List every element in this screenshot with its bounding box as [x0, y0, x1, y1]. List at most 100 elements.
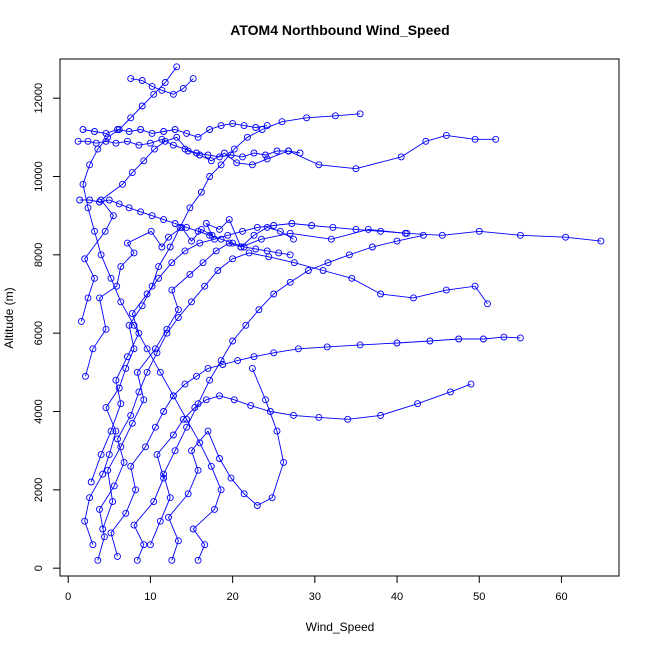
data-point	[201, 541, 209, 549]
data-point	[143, 290, 151, 298]
data-point	[194, 556, 202, 564]
data-point	[242, 321, 250, 329]
data-point	[270, 222, 278, 229]
data-point	[447, 388, 454, 396]
data-point	[280, 458, 288, 466]
data-point	[102, 325, 110, 333]
data-point	[265, 253, 273, 261]
data-point	[137, 208, 145, 216]
series-15	[146, 231, 427, 549]
data-point	[74, 137, 82, 145]
y-tick-label: 4000	[33, 399, 45, 423]
data-point	[109, 498, 117, 506]
data-point	[151, 423, 159, 431]
data-point	[202, 220, 210, 227]
series-3	[81, 110, 364, 549]
data-point	[247, 402, 255, 410]
data-point	[99, 470, 107, 478]
data-point	[120, 458, 128, 466]
data-point	[123, 239, 131, 247]
data-point	[92, 139, 100, 147]
data-point	[229, 120, 237, 128]
data-point	[148, 212, 156, 220]
data-point	[233, 159, 241, 167]
data-point	[492, 135, 500, 143]
data-point	[294, 345, 302, 353]
data-point	[174, 306, 182, 314]
data-point	[153, 349, 161, 357]
data-point	[255, 306, 263, 314]
y-tick-label: 2000	[33, 478, 45, 502]
data-point	[479, 335, 487, 343]
data-point	[86, 161, 94, 169]
data-point	[219, 361, 227, 368]
data-point	[364, 225, 372, 233]
data-point	[166, 494, 174, 502]
data-point	[239, 153, 246, 161]
data-point	[125, 128, 133, 135]
data-point	[161, 79, 169, 86]
data-point	[193, 149, 200, 157]
data-point	[123, 137, 131, 145]
data-point	[217, 357, 225, 365]
data-point	[81, 517, 89, 525]
data-point	[155, 274, 163, 282]
data-point	[183, 223, 191, 231]
data-point	[250, 353, 258, 361]
data-point	[135, 141, 143, 149]
data-point	[229, 337, 237, 345]
data-point	[471, 282, 479, 290]
data-point	[171, 126, 179, 133]
data-point	[263, 223, 271, 231]
data-point	[84, 294, 92, 302]
data-point	[138, 77, 146, 84]
data-point	[393, 237, 401, 245]
series-5	[107, 333, 524, 560]
x-axis: 0 10 20 30 40 50 60	[65, 575, 568, 603]
data-point	[96, 294, 103, 302]
series-line	[82, 66, 222, 561]
data-point	[117, 400, 125, 408]
data-point	[344, 415, 352, 423]
data-point	[138, 302, 146, 310]
y-tick-label: 12000	[33, 83, 45, 114]
data-point	[127, 411, 135, 419]
data-point	[217, 235, 225, 243]
y-tick-label: 10000	[33, 161, 45, 192]
data-point	[102, 137, 110, 145]
data-point	[248, 364, 256, 372]
data-point	[158, 243, 166, 251]
data-point	[127, 75, 135, 83]
data-point	[263, 155, 271, 163]
x-tick-label: 60	[555, 591, 567, 603]
data-point	[146, 139, 154, 147]
data-point	[122, 509, 130, 517]
data-point	[224, 231, 232, 239]
data-point	[214, 267, 222, 274]
x-tick-label: 40	[391, 591, 403, 603]
data-point	[174, 314, 182, 321]
data-point	[101, 227, 109, 235]
data-point	[225, 239, 233, 247]
data-point	[168, 259, 176, 267]
series-line	[84, 113, 361, 545]
data-point	[97, 196, 105, 204]
data-point	[377, 411, 385, 419]
data-point	[194, 227, 202, 235]
data-point	[196, 439, 204, 447]
x-axis-label: Wind_Speed	[306, 620, 375, 634]
data-point	[84, 204, 92, 212]
data-point	[112, 139, 120, 147]
data-point	[169, 392, 177, 400]
data-point	[140, 157, 148, 165]
data-point	[169, 141, 177, 149]
data-point	[169, 431, 177, 439]
data-point	[142, 443, 149, 451]
data-point	[173, 133, 181, 141]
data-point	[239, 227, 246, 235]
series-11	[79, 120, 271, 141]
data-point	[173, 63, 181, 71]
data-point	[308, 222, 316, 229]
data-point	[181, 247, 189, 255]
data-point	[153, 451, 161, 459]
